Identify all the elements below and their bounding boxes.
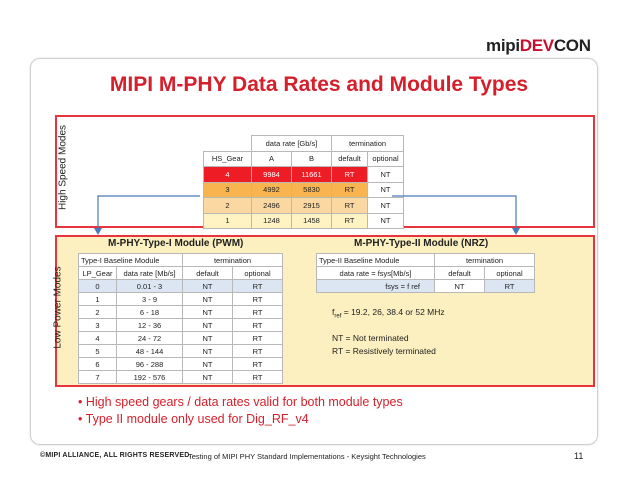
notes-block: fref = 19.2, 26, 38.4 or 52 MHz NT = Not…: [332, 306, 445, 358]
table-row: 5 48 - 144 NT RT: [78, 344, 283, 358]
pwm-header-termination: termination: [182, 253, 283, 267]
pwm-module-title: M-PHY-Type-I Module (PWM): [108, 238, 244, 249]
table-row: 1 1248 1458 RT NT: [203, 212, 404, 229]
table-row: 4 24 - 72 NT RT: [78, 331, 283, 345]
table-row: 3 12 - 36 NT RT: [78, 318, 283, 332]
table-row: 4 9984 11661 RT NT: [203, 166, 404, 183]
nt-note: NT = Not terminated: [332, 332, 409, 343]
slide-title: MIPI M-PHY Data Rates and Module Types: [109, 73, 529, 96]
table-row: 2 6 - 18 NT RT: [78, 305, 283, 319]
table-row: 0 0.01 - 3 NT RT: [78, 279, 283, 293]
mipi-devcon-logo: mipiDEVCON: [486, 36, 591, 55]
pwm-gear-table: Type-I Baseline Module termination LP_Ge…: [78, 253, 283, 384]
nrz-header-termination: termination: [434, 253, 535, 267]
nrz-column-headers: data rate = fsys[Mb/s] default optional: [316, 266, 535, 280]
table-row: 6 96 - 288 NT RT: [78, 357, 283, 371]
nrz-header-baseline: Type-II Baseline Module: [316, 253, 435, 267]
page-number: 11: [574, 451, 584, 461]
pwm-column-headers: LP_Gear data rate [Mb/s] default optiona…: [78, 266, 283, 280]
rt-note: RT = Resistively terminated: [332, 345, 436, 356]
table-row: fsys = f ref NT RT: [316, 279, 535, 293]
low-power-label: Low Power Modes: [52, 266, 64, 349]
table-row: 2 2496 2915 RT NT: [203, 197, 404, 214]
hs-gear-table: data rate [Gb/s] termination HS_Gear A B…: [203, 135, 404, 229]
hs-column-headers: HS_Gear A B default optional: [203, 150, 404, 167]
pwm-header-baseline: Type-I Baseline Module: [78, 253, 183, 267]
footer-text: Testing of MIPI PHY Standard Implementat…: [188, 452, 426, 461]
table-row: 1 3 - 9 NT RT: [78, 292, 283, 306]
fref-note: fref = 19.2, 26, 38.4 or 52 MHz: [332, 307, 445, 320]
nrz-module-title: M-PHY-Type-II Module (NRZ): [354, 238, 489, 249]
list-item: • Type II module only used for Dig_RF_v4: [78, 412, 309, 426]
list-item: • High speed gears / data rates valid fo…: [78, 395, 403, 409]
copyright-text: ©MIPI ALLIANCE, ALL RIGHTS RESERVED.: [40, 452, 192, 459]
nrz-table: Type-II Baseline Module termination data…: [316, 253, 535, 293]
bullet-list: • High speed gears / data rates valid fo…: [78, 394, 403, 428]
footer-bar: [30, 447, 598, 469]
table-row: 7 192 - 576 NT RT: [78, 370, 283, 384]
table-row: 3 4992 5830 RT NT: [203, 181, 404, 198]
